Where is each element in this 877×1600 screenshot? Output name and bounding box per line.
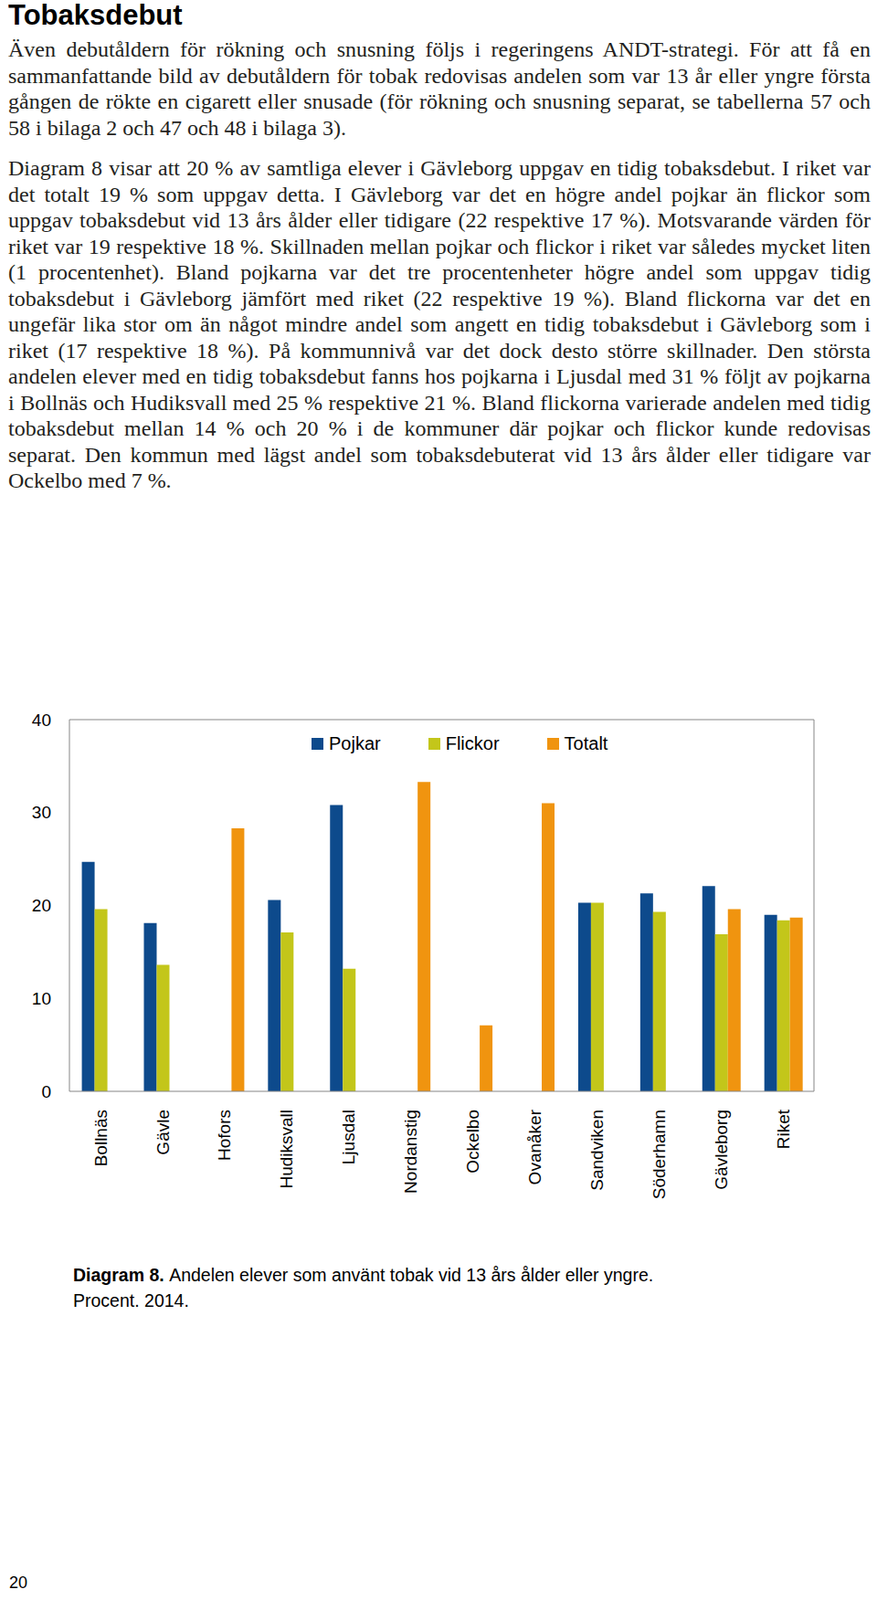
svg-text:Hofors: Hofors [214, 1109, 234, 1162]
svg-text:30: 30 [31, 803, 52, 823]
html-text:Flickor: Flickor [445, 733, 500, 754]
svg-text:Bollnäs: Bollnäs [91, 1109, 111, 1167]
html-text:Procent. 2014.: Procent. 2014. [73, 1290, 189, 1311]
html-text:Diagram 8. Andelen elever som: Diagram 8. Andelen elever som använt tob… [73, 1265, 654, 1286]
svg-text:40: 40 [31, 710, 52, 730]
svg-text:Söderhamn: Söderhamn [649, 1109, 669, 1200]
html-text:Diagram 8 visar att 20 % av sa: Diagram 8 visar att 20 % av samtliga ele… [8, 156, 871, 493]
svg-text:Gävle: Gävle [153, 1109, 173, 1156]
svg-text:Ljusdal: Ljusdal [338, 1109, 359, 1165]
html-text:Totalt: Totalt [564, 733, 608, 754]
svg-text:Hudiksvall: Hudiksvall [276, 1109, 296, 1190]
svg-text:Ockelbo: Ockelbo [463, 1109, 483, 1174]
svg-text:Nordanstig: Nordanstig [401, 1109, 421, 1194]
svg-text:10: 10 [31, 989, 52, 1009]
svg-text:0: 0 [41, 1082, 52, 1102]
html-text:Även debutåldern för rökning o: Även debutåldern för rökning och snusnin… [8, 37, 871, 140]
html-text:20: 20 [9, 1574, 28, 1593]
svg-text:Ovanåker: Ovanåker [525, 1109, 545, 1185]
svg-text:Riket: Riket [773, 1109, 793, 1150]
html-text:Pojkar: Pojkar [328, 733, 381, 754]
html-text:Tobaksdebut: Tobaksdebut [8, 0, 183, 32]
svg-text:Gävleborg: Gävleborg [711, 1109, 731, 1191]
svg-text:20: 20 [31, 896, 52, 916]
svg-text:Sandviken: Sandviken [587, 1109, 607, 1192]
